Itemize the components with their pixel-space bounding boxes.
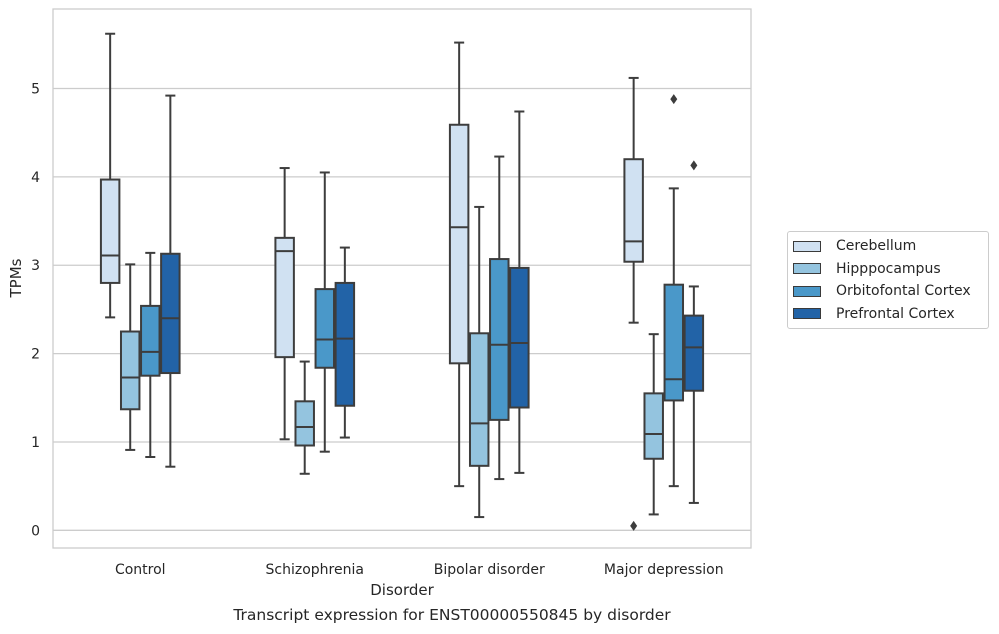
legend-item: Cerebellum: [788, 235, 988, 258]
legend-label: Cerebellum: [836, 238, 917, 255]
box: [468, 332, 490, 467]
box: [489, 258, 510, 421]
plot-frame: [52, 8, 752, 549]
legend-swatch: [793, 308, 821, 320]
box: [643, 392, 664, 460]
legend-swatch: [793, 285, 821, 297]
box: [274, 236, 295, 359]
x-tick-label: Major depression: [604, 562, 724, 578]
legend-label: Orbitofontal Cortex: [836, 283, 971, 300]
box: [623, 158, 644, 263]
legend-item: Hipppocampus: [788, 258, 988, 281]
y-tick-label: 2: [31, 347, 40, 363]
box: [334, 281, 356, 407]
box: [509, 266, 530, 409]
legend-swatch: [793, 263, 821, 275]
outlier-point: [670, 94, 678, 105]
legend: Cerebellum Hipppocampus Orbitofontal Corte…: [787, 231, 989, 329]
outlier-point: [630, 520, 638, 531]
legend-item: Orbitofontal Cortex: [788, 280, 988, 303]
y-tick-label: 3: [31, 258, 40, 274]
x-tick-label: Control: [115, 562, 166, 578]
box: [663, 283, 685, 402]
box: [140, 304, 161, 377]
legend-label: Hipppocampus: [836, 260, 941, 277]
y-tick-label: 5: [31, 82, 40, 98]
box-marks: [99, 32, 705, 531]
y-tick-label: 0: [31, 523, 40, 539]
box: [160, 252, 181, 375]
legend-item: Prefrontal Cortex: [788, 303, 988, 326]
box: [683, 314, 705, 392]
legend-swatch: [793, 240, 821, 252]
box: [119, 330, 141, 411]
x-tick-label: Bipolar disorder: [434, 562, 545, 578]
x-tick-labels: Control Schizophrenia Bipolar disorder Majo…: [115, 562, 724, 578]
box: [448, 123, 470, 365]
legend-label: Prefrontal Cortex: [836, 305, 955, 322]
chart-caption: Transcript expression for ENST0000055084…: [233, 606, 671, 624]
x-axis-label: Disorder: [370, 581, 434, 599]
y-tick-label: 1: [31, 435, 40, 451]
box: [99, 178, 121, 284]
y-tick-labels: 0 1 2 3 4 5: [31, 82, 40, 540]
y-tick-label: 4: [31, 170, 40, 186]
y-axis-label: TPMs: [7, 258, 25, 298]
box: [314, 288, 336, 369]
box: [294, 400, 315, 447]
outlier-point: [690, 160, 698, 171]
x-tick-label: Schizophrenia: [266, 562, 364, 578]
